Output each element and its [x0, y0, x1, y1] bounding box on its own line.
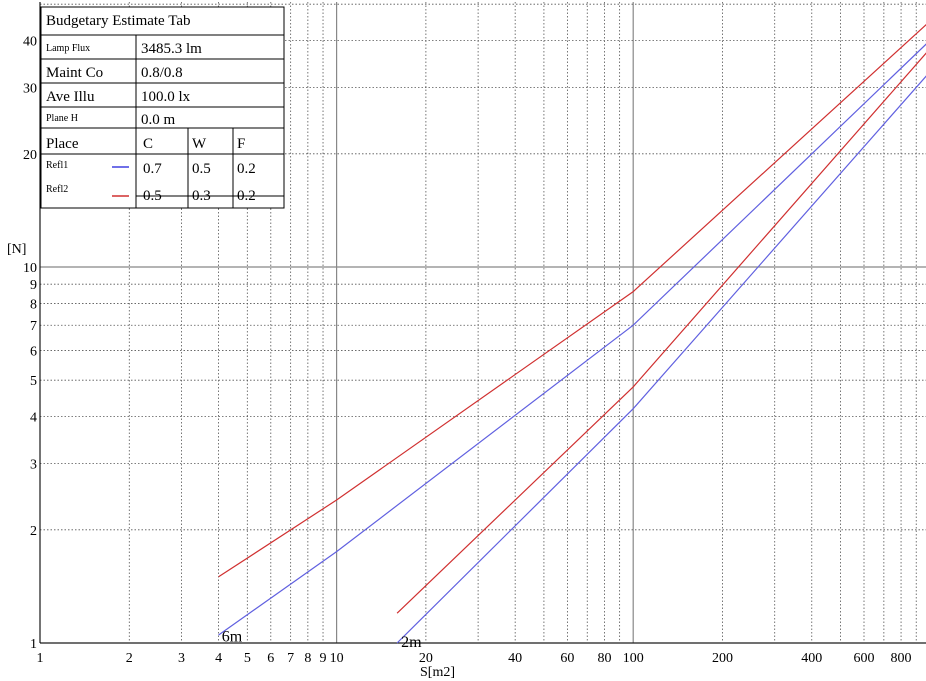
x-tick-label: 9: [320, 651, 327, 666]
y-tick-label: 5: [30, 374, 37, 389]
curve-annotation: 6m: [222, 628, 243, 645]
y-tick-label: 4: [30, 411, 37, 426]
legend-refl1-f: 0.2: [237, 161, 256, 177]
legend-header-f: F: [237, 136, 245, 152]
x-axis-label: S[m2]: [420, 665, 455, 680]
y-tick-label: 9: [30, 278, 37, 293]
series-lines: [218, 24, 926, 644]
x-tick-label: 4: [215, 651, 222, 666]
x-tick-label: 80: [597, 651, 611, 666]
x-tick-label: 2: [126, 651, 133, 666]
legend-row-label: Ave Illu: [46, 89, 95, 105]
series-line-6m: [218, 43, 926, 636]
legend-title: Budgetary Estimate Tab: [46, 13, 190, 29]
x-tick-label: 400: [801, 651, 822, 666]
y-tick-label: 3: [30, 458, 37, 473]
legend-refl2-name: Refl2: [46, 184, 68, 195]
legend-header-place: Place: [46, 136, 79, 152]
x-tick-label: 100: [623, 651, 644, 666]
x-tick-label: 6: [267, 651, 274, 666]
x-tick-label: 8: [304, 651, 311, 666]
legend-row-value: 0.8/0.8: [141, 65, 183, 81]
tick-labels: 1 2 3 4 5 6 7 8 9 10 20 40 60 80 100 200 400 600 800123456…: [23, 35, 912, 666]
y-tick-label: 1: [30, 637, 37, 652]
legend-row-label: Maint Co: [46, 65, 103, 81]
legend-row-label: Plane H: [46, 113, 78, 124]
y-tick-label: 6: [30, 344, 37, 359]
y-tick-label: 10: [23, 261, 37, 276]
legend-header-w: W: [192, 136, 207, 152]
x-tick-label: 5: [244, 651, 251, 666]
annotations: 6m 2m: [222, 628, 422, 651]
x-tick-label: 1: [37, 651, 44, 666]
x-tick-label: 600: [853, 651, 874, 666]
legend-row-value: 0.0 m: [141, 112, 176, 128]
y-axis-label: [N]: [7, 242, 26, 257]
y-tick-label: 2: [30, 524, 37, 539]
x-tick-label: 3: [178, 651, 185, 666]
y-tick-label: 20: [23, 148, 37, 163]
y-tick-label: 8: [30, 297, 37, 312]
curve-annotation: 2m: [401, 634, 422, 651]
legend-row-value: 3485.3 lm: [141, 41, 202, 57]
legend-refl1-c: 0.7: [143, 161, 162, 177]
x-tick-label: 200: [712, 651, 733, 666]
series-line-2m: [396, 75, 926, 644]
x-tick-label: 7: [287, 651, 294, 666]
legend-table: Budgetary Estimate Tab Lamp Flux 3485.3 …: [40, 6, 285, 209]
series-line-6m: [218, 24, 926, 578]
y-tick-label: 7: [30, 319, 37, 334]
legend-refl1-w: 0.5: [192, 161, 211, 177]
legend-refl1-name: Refl1: [46, 160, 68, 171]
x-tick-label: 60: [560, 651, 574, 666]
legend-header-c: C: [143, 136, 153, 152]
x-tick-label: 40: [508, 651, 522, 666]
y-tick-label: 40: [23, 35, 37, 50]
x-tick-label: 10: [330, 651, 344, 666]
legend-row-label: Lamp Flux: [46, 43, 90, 54]
series-line-2m: [396, 52, 926, 614]
x-tick-label: 800: [891, 651, 912, 666]
y-tick-label: 30: [23, 82, 37, 97]
x-tick-label: 20: [419, 651, 433, 666]
legend-row-value: 100.0 lx: [141, 89, 191, 105]
